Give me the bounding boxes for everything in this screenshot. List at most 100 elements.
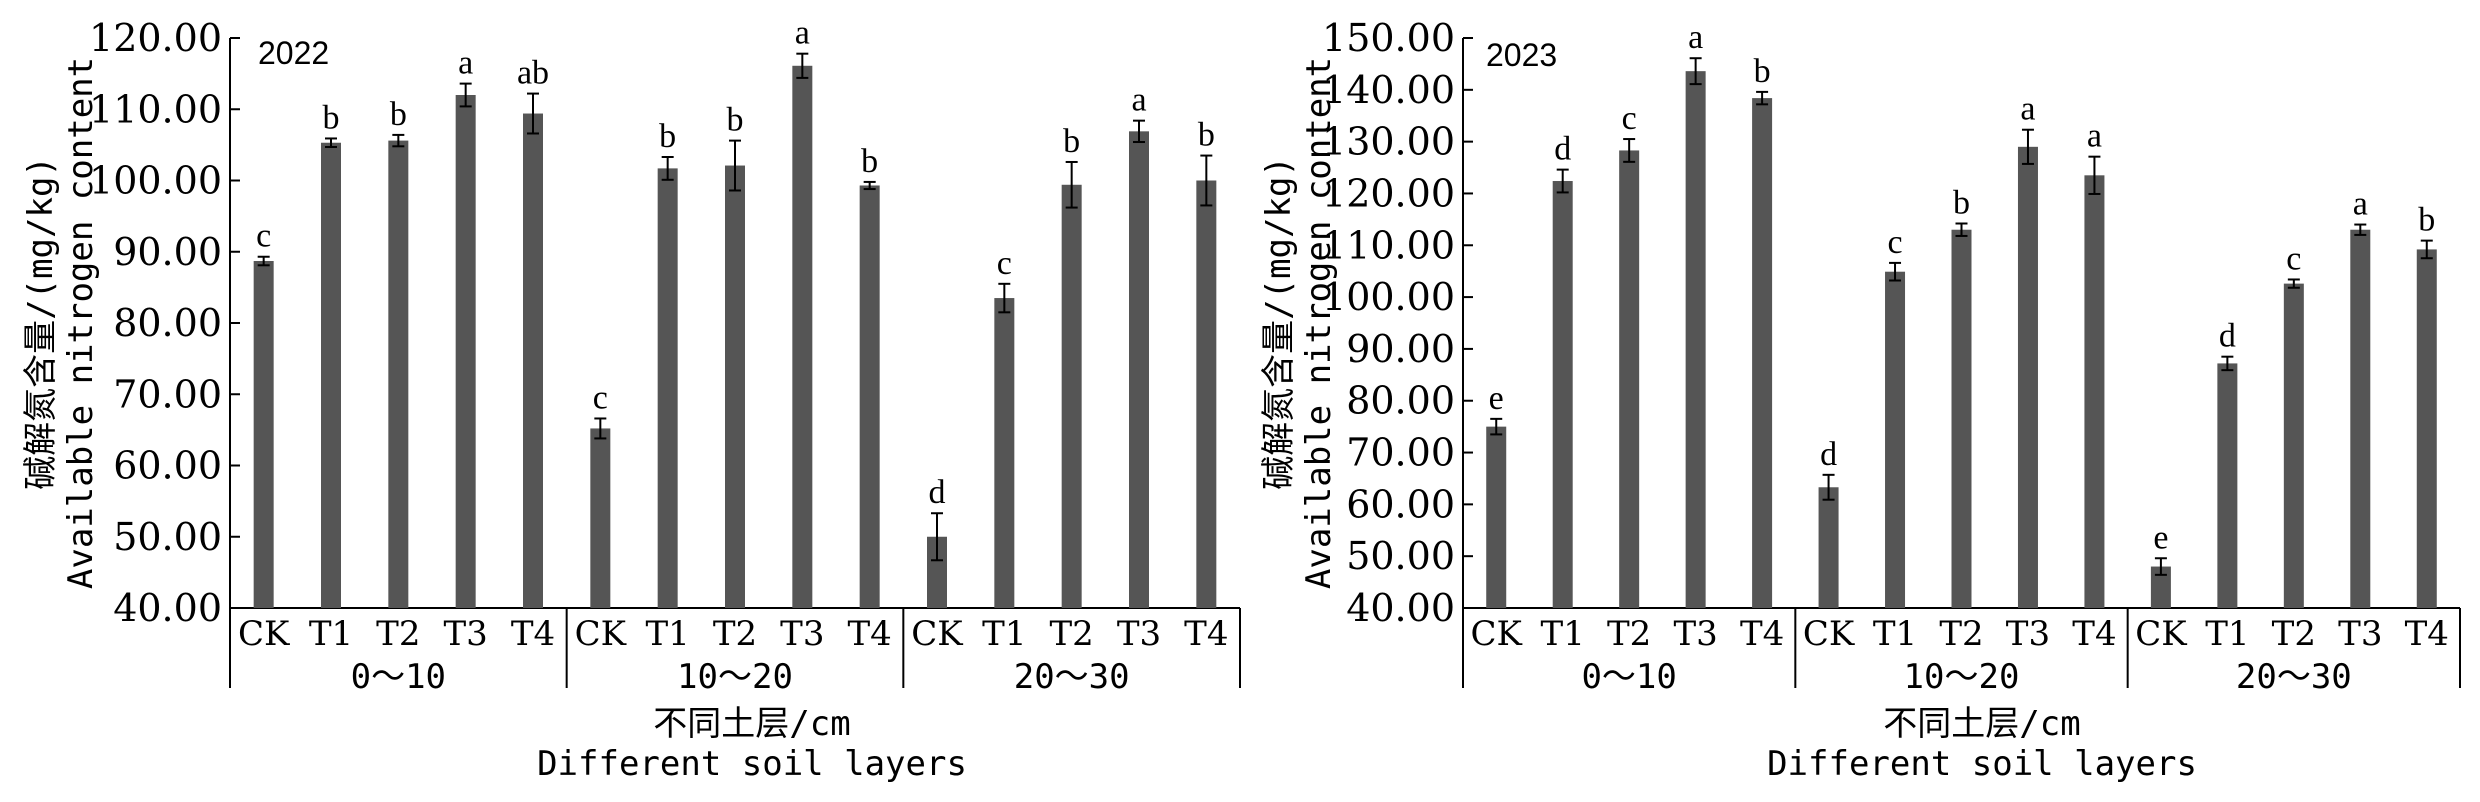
x-category-label: T3 — [1673, 614, 1717, 654]
x-category-label: CK — [2135, 614, 2187, 654]
x-category-label: T4 — [1184, 614, 1228, 654]
y-tick-label: 90.00 — [113, 230, 222, 274]
y-axis-title-en: Available nitrogen content — [61, 57, 101, 589]
y-tick-label: 80.00 — [1346, 379, 1455, 423]
significance-letter: a — [795, 15, 810, 52]
bar — [388, 140, 409, 608]
significance-letter: a — [2020, 91, 2035, 128]
bar — [1619, 150, 1640, 609]
x-category-label: CK — [1471, 614, 1523, 654]
significance-letter: c — [593, 379, 608, 416]
x-category-label: T1 — [309, 614, 353, 654]
significance-letter: b — [861, 143, 878, 180]
significance-letter: b — [2418, 202, 2435, 239]
significance-letter: a — [1131, 82, 1146, 119]
x-category-label: T1 — [1541, 614, 1585, 654]
bar — [2350, 229, 2371, 608]
x-axis-title-cn: 不同土层/cm — [653, 704, 850, 744]
x-category-label: T2 — [376, 614, 420, 654]
y-tick-label: 60.00 — [113, 444, 222, 488]
bar — [1752, 98, 1773, 608]
x-category-label: T1 — [2205, 614, 2249, 654]
bar — [523, 113, 543, 609]
significance-letter: d — [929, 474, 946, 511]
significance-letter: b — [659, 118, 676, 155]
significance-letter: c — [1887, 224, 1902, 261]
y-tick-label: 120.00 — [89, 16, 222, 60]
bar — [2217, 363, 2238, 608]
y-tick-label: 110.00 — [89, 87, 222, 131]
bar — [455, 95, 476, 608]
significance-letter: b — [1754, 53, 1771, 90]
significance-letter: b — [1063, 123, 1080, 160]
bar — [590, 428, 611, 608]
x-category-label: T1 — [1873, 614, 1917, 654]
bar — [927, 536, 947, 608]
x-category-label: T2 — [1050, 614, 1094, 654]
bar — [657, 168, 678, 608]
x-category-label: T2 — [1939, 614, 1983, 654]
x-category-label: T4 — [511, 614, 555, 654]
bar — [2150, 566, 2171, 608]
y-tick-label: 40.00 — [113, 586, 222, 630]
x-category-label: T3 — [1117, 614, 1161, 654]
bar — [1685, 71, 1706, 608]
bar — [792, 65, 813, 609]
x-category-label: T2 — [713, 614, 757, 654]
x-category-label: T3 — [2338, 614, 2382, 654]
bar — [2084, 175, 2105, 608]
chart-panel-2022: 40.00 50.00 60.00 70.00 80.00 90.00 100.00 110.… — [21, 15, 1241, 784]
y-tick-label: 110.00 — [1322, 223, 1455, 267]
significance-letter: d — [1554, 131, 1571, 168]
x-axis-title-en: Different soil layers — [537, 744, 967, 784]
y-tick-label: 70.00 — [1346, 431, 1455, 475]
bar — [2017, 146, 2038, 608]
x-group-label: 0～10 — [351, 657, 446, 697]
significance-letter: c — [2286, 240, 2301, 277]
significance-letter: a — [2087, 118, 2102, 155]
x-category-label: CK — [575, 614, 627, 654]
y-tick-label: 40.00 — [1346, 586, 1455, 630]
y-tick-label: 140.00 — [1322, 68, 1455, 112]
bar — [1486, 426, 1507, 608]
y-tick-label: 130.00 — [1322, 120, 1455, 164]
y-tick-label: 50.00 — [113, 515, 222, 559]
significance-letter: b — [1198, 117, 1215, 154]
significance-letter: b — [323, 99, 340, 136]
bar — [1552, 181, 1573, 608]
y-tick-label: 70.00 — [113, 372, 222, 416]
chart-panel-2023: 40.00 50.00 60.00 70.00 80.00 90.00 100.00 110.… — [1259, 16, 2461, 784]
x-axis-title-cn: 不同土层/cm — [1883, 704, 2080, 744]
x-axis-title-en: Different soil layers — [1767, 744, 2197, 784]
significance-letter: b — [1953, 185, 1970, 222]
significance-letter: b — [727, 102, 744, 139]
x-category-label: CK — [238, 614, 290, 654]
bar — [2416, 249, 2437, 608]
x-category-label: T4 — [2072, 614, 2116, 654]
bar — [1061, 184, 1082, 608]
bar — [321, 142, 341, 609]
x-category-label: T1 — [982, 614, 1026, 654]
bar — [1885, 271, 1906, 608]
y-axis-title-cn: 碱解氮含量/(mg/kg) — [21, 156, 61, 490]
y-tick-label: 120.00 — [1322, 171, 1455, 215]
x-group-label: 20～30 — [1014, 657, 1130, 697]
x-category-label: T3 — [2006, 614, 2050, 654]
x-category-label: T3 — [444, 614, 488, 654]
y-tick-label: 60.00 — [1346, 482, 1455, 526]
bar — [1951, 229, 1972, 608]
bar — [994, 298, 1015, 608]
x-category-label: T2 — [2272, 614, 2316, 654]
y-tick-label: 80.00 — [113, 301, 222, 345]
significance-letter: c — [256, 218, 271, 255]
significance-letter: b — [390, 96, 407, 133]
x-group-label: 10～20 — [677, 657, 793, 697]
bar — [1196, 180, 1217, 608]
bar — [1818, 487, 1839, 608]
bar — [1129, 131, 1149, 608]
x-group-label: 10～20 — [1904, 657, 2020, 697]
significance-letter: c — [1622, 100, 1637, 137]
significance-letter: e — [1489, 380, 1504, 417]
bar — [2283, 283, 2304, 608]
y-tick-label: 150.00 — [1322, 16, 1455, 60]
